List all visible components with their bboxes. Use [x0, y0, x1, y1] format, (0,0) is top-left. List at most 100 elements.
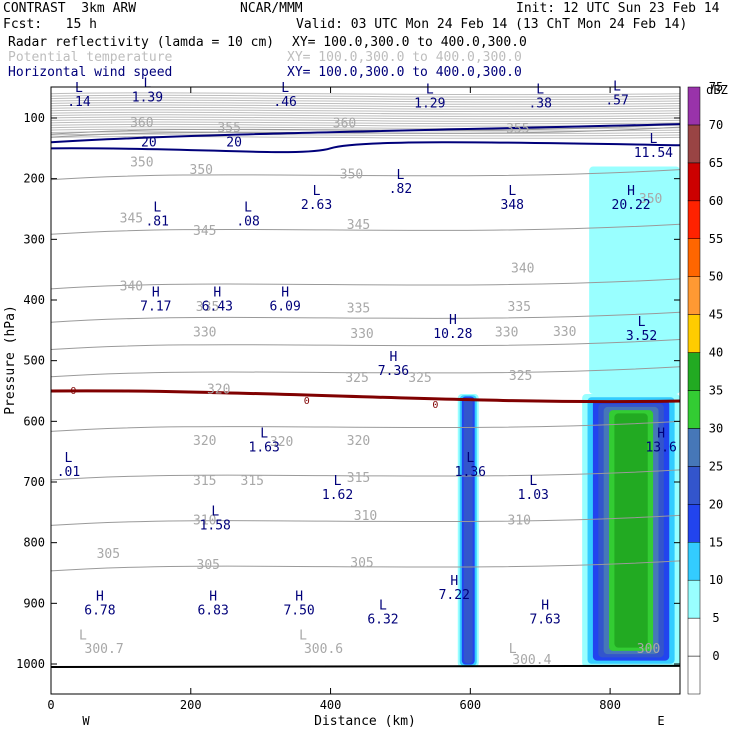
theta-band-line [50, 136, 681, 139]
low-center-marker: L [334, 474, 342, 489]
colorbar-swatch-70 [687, 124, 701, 164]
surface-theta-label: L [509, 642, 517, 657]
theta-band-line [50, 114, 681, 117]
theta-band-line [50, 121, 681, 125]
high-center-marker: H [213, 285, 221, 300]
high-center-marker: H [450, 574, 458, 589]
low-center-marker: L [379, 598, 387, 613]
theta-label: 345 [347, 218, 370, 233]
colorbar-tick-label: 20 [709, 497, 723, 511]
freezing-level-label: 0 [70, 386, 76, 397]
high-center-marker: H [209, 589, 217, 604]
colorbar-swatch-50 [687, 276, 701, 315]
colorbar-tick-label: 75 [709, 80, 723, 94]
wind-speed-label: 20 [226, 136, 242, 151]
y-tick-label: 300 [23, 232, 45, 246]
low-center-marker: L [260, 427, 268, 442]
colorbar-tick-label: 60 [709, 194, 723, 208]
colorbar-swatch-20 [687, 504, 701, 543]
wind-speed-contours [50, 123, 681, 154]
colorbar-tick-label: 45 [709, 308, 723, 322]
low-center-marker: L [466, 451, 474, 466]
low-center-marker: L [153, 200, 161, 215]
center-value-label: 1.36 [455, 465, 486, 480]
theta-contours [50, 123, 681, 572]
center-value-label: .14 [67, 95, 91, 110]
surface-theta-label: 300.4 [512, 653, 551, 668]
colorbar-tick-label: 10 [709, 573, 723, 587]
field-reflectivity-xy: XY= 100.0,300.0 to 400.0,300.0 [292, 35, 527, 50]
theta-label: 320 [270, 435, 293, 450]
low-center-marker: L [75, 81, 83, 96]
colorbar-tick-label: 35 [709, 384, 723, 398]
center-value-label: .46 [273, 95, 296, 110]
theta-label: 330 [350, 327, 373, 342]
low-center-marker: L [65, 451, 73, 466]
contour-labels: 360 355 360 355 350 350 350 350 345 345 345 340 340 3… [57, 77, 677, 668]
x-tick-label: 600 [459, 698, 481, 712]
center-value-label: 6.09 [269, 299, 300, 314]
low-center-marker: L [426, 83, 434, 98]
high-center-marker: H [152, 285, 160, 300]
plot-frame [50, 86, 681, 695]
surface-theta-label: 300.7 [85, 642, 124, 657]
center-value-label: 6.78 [84, 603, 115, 618]
center-value-label: .81 [145, 214, 168, 229]
colorbar-tick-label: 70 [709, 118, 723, 132]
center-value-label: 6.43 [202, 299, 233, 314]
theta-label: 300 [637, 642, 660, 657]
theta-label: 355 [506, 122, 529, 137]
colorbar-swatch-10 [687, 579, 701, 619]
center-value-label: 348 [501, 198, 524, 213]
theta-band-line [50, 99, 681, 103]
freezing-level: 0 0 0 [50, 386, 681, 411]
theta-label: 345 [193, 224, 216, 239]
field-theta-name: Potential temperature [8, 50, 173, 65]
theta-contour-320 [50, 420, 681, 432]
theta-band-line [50, 94, 681, 98]
reflectivity-cell-1-40 [614, 413, 648, 648]
y-tick-label: 1000 [16, 657, 45, 671]
theta-band-line [50, 92, 681, 96]
center-value-label: 3.52 [626, 329, 657, 344]
model-name: CONTRAST 3km ARW [3, 1, 137, 16]
surface-theta-label: L [79, 629, 87, 644]
y-tick-label: 500 [23, 354, 45, 368]
center-value-label: 1.29 [414, 97, 445, 112]
theta-contour-350 [50, 169, 681, 181]
upper-theta-band [50, 92, 681, 139]
colorbar-tick-label: 25 [709, 459, 723, 473]
theta-label: 310 [354, 509, 377, 524]
low-center-marker: L [313, 184, 321, 199]
y-tick-label: 100 [23, 111, 45, 125]
field-wind-name: Horizontal wind speed [8, 65, 173, 80]
field-wind-xy: XY= 100.0,300.0 to 400.0,300.0 [287, 65, 522, 80]
theta-label: 305 [97, 547, 120, 562]
theta-contour-330 [50, 339, 681, 350]
center-value-label: .38 [528, 97, 551, 112]
theta-label: 360 [130, 116, 153, 131]
y-axis-label: Pressure (hPa) [3, 305, 18, 415]
theta-label: 330 [193, 325, 216, 340]
low-center-marker: L [638, 315, 646, 330]
center-value-label: 1.03 [518, 488, 549, 503]
forecast-hour: Fcst: 15 h [3, 17, 97, 32]
colorbar-tick-label: 40 [709, 346, 723, 360]
theta-contour-345 [50, 223, 681, 235]
colorbar-swatch-65 [687, 162, 701, 202]
theta-band-line [50, 102, 681, 105]
high-center-marker: H [96, 589, 104, 604]
center-value-label: 7.22 [439, 588, 470, 603]
x-tick-label: 0 [47, 698, 54, 712]
y-tick-label: 900 [23, 596, 45, 610]
theta-contour-360 [50, 123, 681, 135]
low-center-marker: L [281, 81, 289, 96]
y-tick-label: 700 [23, 475, 45, 489]
theta-label: 305 [197, 558, 220, 573]
colorbar-tick-label: 55 [709, 232, 723, 246]
field-theta-xy: XY= 100.0,300.0 to 400.0,300.0 [287, 50, 522, 65]
low-center-marker: L [508, 184, 516, 199]
colorbar-tick-label: 0 [712, 649, 719, 663]
